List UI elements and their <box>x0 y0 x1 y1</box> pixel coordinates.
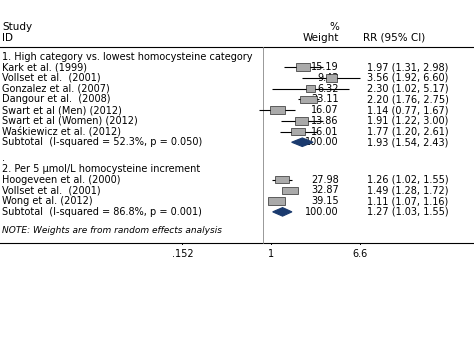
Text: Subtotal  (I-squared = 52.3%, p = 0.050): Subtotal (I-squared = 52.3%, p = 0.050) <box>2 137 202 147</box>
Text: 100.00: 100.00 <box>305 137 339 147</box>
Text: 2. Per 5 μmol/L homocysteine increment: 2. Per 5 μmol/L homocysteine increment <box>2 164 201 174</box>
Text: Kark et al. (1999): Kark et al. (1999) <box>2 62 87 72</box>
Text: 13.86: 13.86 <box>311 116 339 126</box>
Polygon shape <box>273 207 292 216</box>
Text: 16.07: 16.07 <box>311 105 339 115</box>
Text: 1.93 (1.54, 2.43): 1.93 (1.54, 2.43) <box>367 137 449 147</box>
Text: 1.11 (1.07, 1.16): 1.11 (1.07, 1.16) <box>367 196 448 206</box>
Text: Wong et al. (2012): Wong et al. (2012) <box>2 196 93 206</box>
Text: 16.01: 16.01 <box>311 126 339 137</box>
Text: Study: Study <box>2 22 33 32</box>
Text: 32.87: 32.87 <box>311 185 339 195</box>
Polygon shape <box>292 138 313 147</box>
Text: Vollset et al.  (2001): Vollset et al. (2001) <box>2 73 101 83</box>
Text: Hoogeveen et al. (2000): Hoogeveen et al. (2000) <box>2 175 121 185</box>
Text: Swart et al (Men) (2012): Swart et al (Men) (2012) <box>2 105 122 115</box>
Text: 1.77 (1.20, 2.61): 1.77 (1.20, 2.61) <box>367 126 449 137</box>
Text: NOTE: Weights are from random effects analysis: NOTE: Weights are from random effects an… <box>2 226 222 235</box>
Text: 1. High category vs. lowest homocysteine category: 1. High category vs. lowest homocysteine… <box>2 52 253 62</box>
Text: 1: 1 <box>268 249 274 259</box>
Text: 15.19: 15.19 <box>311 62 339 72</box>
Text: Subtotal  (I-squared = 86.8%, p = 0.001): Subtotal (I-squared = 86.8%, p = 0.001) <box>2 207 202 217</box>
Text: Gonzalez et al. (2007): Gonzalez et al. (2007) <box>2 84 110 94</box>
Text: 1.26 (1.02, 1.55): 1.26 (1.02, 1.55) <box>367 175 449 185</box>
Bar <box>275 176 290 183</box>
Text: 3.56 (1.92, 6.60): 3.56 (1.92, 6.60) <box>367 73 449 83</box>
Text: 1.14 (0.77, 1.67): 1.14 (0.77, 1.67) <box>367 105 449 115</box>
Text: Waśkiewicz et al. (2012): Waśkiewicz et al. (2012) <box>2 126 121 137</box>
Bar <box>295 117 309 125</box>
Text: RR (95% CI): RR (95% CI) <box>363 33 425 43</box>
Text: 39.15: 39.15 <box>311 196 339 206</box>
Text: 1.49 (1.28, 1.72): 1.49 (1.28, 1.72) <box>367 185 449 195</box>
Text: 2.20 (1.76, 2.75): 2.20 (1.76, 2.75) <box>367 95 449 104</box>
Text: 23.11: 23.11 <box>311 95 339 104</box>
Text: %: % <box>329 22 339 32</box>
Text: 100.00: 100.00 <box>305 207 339 217</box>
Text: Weight: Weight <box>302 33 339 43</box>
Text: 1.27 (1.03, 1.55): 1.27 (1.03, 1.55) <box>367 207 449 217</box>
Text: Dangour et al.  (2008): Dangour et al. (2008) <box>2 95 111 104</box>
Text: 6.6: 6.6 <box>353 249 368 259</box>
Text: 6.32: 6.32 <box>318 84 339 94</box>
Text: 1.97 (1.31, 2.98): 1.97 (1.31, 2.98) <box>367 62 449 72</box>
Text: 1.91 (1.22, 3.00): 1.91 (1.22, 3.00) <box>367 116 449 126</box>
Text: 2.30 (1.02, 5.17): 2.30 (1.02, 5.17) <box>367 84 449 94</box>
Bar <box>300 96 317 103</box>
Bar <box>296 63 310 71</box>
Bar <box>291 128 305 135</box>
Bar <box>270 106 284 114</box>
Text: .: . <box>2 153 5 163</box>
Bar <box>306 85 315 92</box>
Text: 27.98: 27.98 <box>311 175 339 185</box>
Bar <box>326 74 337 82</box>
Text: 9.43: 9.43 <box>318 73 339 83</box>
Text: ID: ID <box>2 33 13 43</box>
Text: Swart et al (Women) (2012): Swart et al (Women) (2012) <box>2 116 138 126</box>
Bar <box>268 198 285 205</box>
Bar <box>283 187 298 194</box>
Text: .152: .152 <box>172 249 193 259</box>
Text: Vollset et al.  (2001): Vollset et al. (2001) <box>2 185 101 195</box>
